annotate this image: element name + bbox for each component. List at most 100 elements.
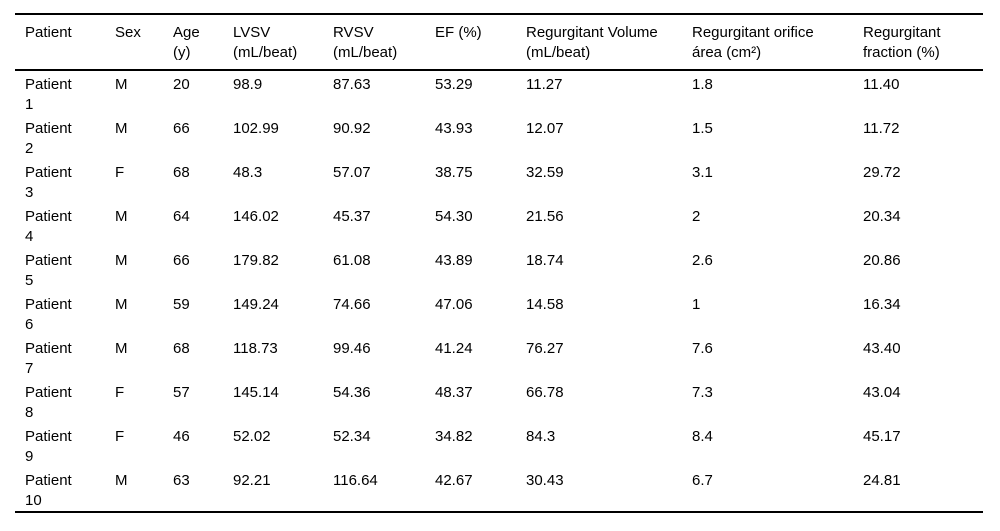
table-row: Patient 5 M 66 179.82 61.08 43.89 18.74 2.6 20.8… bbox=[15, 247, 983, 291]
cell-age: 66 bbox=[173, 252, 190, 269]
cell-rvsv: 116.64 bbox=[333, 472, 378, 489]
column-header-reg-volume: Regurgitant Volume (mL/beat) bbox=[516, 14, 682, 71]
cell-patient: Patient 5 bbox=[25, 252, 72, 289]
cell-sex: F bbox=[115, 428, 125, 445]
cell-ef: 42.67 bbox=[435, 472, 473, 489]
cell-patient: Patient 4 bbox=[25, 208, 72, 245]
table-body: Patient 1 M 20 98.9 87.63 53.29 11.27 1.8 11.40 P… bbox=[15, 70, 983, 512]
cell-patient: Patient 2 bbox=[25, 120, 72, 157]
cell-patient: Patient 9 bbox=[25, 428, 72, 465]
cell-reg_orifice_area: 2.6 bbox=[692, 252, 713, 269]
cell-lvsv: 98.9 bbox=[233, 76, 263, 93]
cell-reg_fraction: 20.86 bbox=[863, 252, 901, 269]
column-header-rvsv: RVSV (mL/beat) bbox=[323, 14, 425, 71]
cell-rvsv: 61.08 bbox=[333, 252, 371, 269]
cell-sex: F bbox=[115, 164, 125, 181]
cell-lvsv: 52.02 bbox=[233, 428, 271, 445]
cell-reg_fraction: 11.72 bbox=[863, 120, 900, 137]
cell-reg_volume: 12.07 bbox=[526, 120, 564, 137]
cell-age: 59 bbox=[173, 296, 190, 313]
column-header-reg-orifice-area: Regurgitant orifice área (cm²) bbox=[682, 14, 853, 71]
cell-sex: M bbox=[115, 76, 128, 93]
table-row: Patient 1 M 20 98.9 87.63 53.29 11.27 1.8 11.40 bbox=[15, 70, 983, 115]
cell-reg_volume: 66.78 bbox=[526, 384, 564, 401]
column-header-ef: EF (%) bbox=[425, 14, 516, 71]
cell-reg_fraction: 16.34 bbox=[863, 296, 901, 313]
cell-reg_volume: 32.59 bbox=[526, 164, 564, 181]
cell-age: 57 bbox=[173, 384, 190, 401]
cell-reg_fraction: 45.17 bbox=[863, 428, 901, 445]
cell-reg_orifice_area: 7.3 bbox=[692, 384, 713, 401]
cell-rvsv: 99.46 bbox=[333, 340, 371, 357]
cell-sex: M bbox=[115, 340, 128, 357]
table-row: Patient 9 F 46 52.02 52.34 34.82 84.3 8.4 45.17 bbox=[15, 423, 983, 467]
cell-ef: 38.75 bbox=[435, 164, 473, 181]
cell-patient: Patient 3 bbox=[25, 164, 72, 201]
cell-lvsv: 149.24 bbox=[233, 296, 279, 313]
column-header-lvsv: LVSV (mL/beat) bbox=[223, 14, 323, 71]
cell-age: 20 bbox=[173, 76, 190, 93]
cell-rvsv: 45.37 bbox=[333, 208, 371, 225]
cell-ef: 43.93 bbox=[435, 120, 473, 137]
cell-rvsv: 52.34 bbox=[333, 428, 371, 445]
cell-lvsv: 92.21 bbox=[233, 472, 271, 489]
cell-reg_fraction: 43.04 bbox=[863, 384, 901, 401]
cell-reg_volume: 21.56 bbox=[526, 208, 564, 225]
cell-patient: Patient 7 bbox=[25, 340, 72, 377]
cell-reg_volume: 11.27 bbox=[526, 76, 563, 93]
cell-sex: M bbox=[115, 296, 128, 313]
cell-age: 64 bbox=[173, 208, 190, 225]
cell-ef: 53.29 bbox=[435, 76, 473, 93]
patient-data-table: Patient Sex Age (y) LVSV (mL/beat) RVSV … bbox=[15, 13, 983, 513]
cell-ef: 41.24 bbox=[435, 340, 473, 357]
cell-reg_fraction: 24.81 bbox=[863, 472, 901, 489]
cell-sex: F bbox=[115, 384, 125, 401]
cell-lvsv: 179.82 bbox=[233, 252, 279, 269]
cell-sex: M bbox=[115, 252, 128, 269]
cell-patient: Patient 6 bbox=[25, 296, 72, 333]
cell-age: 66 bbox=[173, 120, 190, 137]
cell-reg_volume: 18.74 bbox=[526, 252, 564, 269]
cell-ef: 54.30 bbox=[435, 208, 473, 225]
cell-sex: M bbox=[115, 472, 128, 489]
cell-patient: Patient 10 bbox=[25, 472, 72, 509]
cell-rvsv: 87.63 bbox=[333, 76, 371, 93]
column-header-age: Age (y) bbox=[163, 14, 223, 71]
cell-reg_orifice_area: 1.8 bbox=[692, 76, 713, 93]
table-row: Patient 10 M 63 92.21 116.64 42.67 30.43 6.7 24.… bbox=[15, 467, 983, 512]
cell-ef: 48.37 bbox=[435, 384, 473, 401]
table-row: Patient 2 M 66 102.99 90.92 43.93 12.07 1.5 11.7… bbox=[15, 115, 983, 159]
table-row: Patient 7 M 68 118.73 99.46 41.24 76.27 7.6 43.4… bbox=[15, 335, 983, 379]
table-row: Patient 3 F 68 48.3 57.07 38.75 32.59 3.1 29.72 bbox=[15, 159, 983, 203]
column-header-sex: Sex bbox=[105, 14, 163, 71]
cell-rvsv: 74.66 bbox=[333, 296, 371, 313]
cell-reg_fraction: 20.34 bbox=[863, 208, 901, 225]
cell-patient: Patient 1 bbox=[25, 76, 72, 113]
cell-reg_orifice_area: 1 bbox=[692, 296, 701, 313]
column-header-patient: Patient bbox=[15, 14, 105, 71]
table-row: Patient 8 F 57 145.14 54.36 48.37 66.78 7.3 43.0… bbox=[15, 379, 983, 423]
cell-rvsv: 54.36 bbox=[333, 384, 371, 401]
cell-reg_volume: 14.58 bbox=[526, 296, 564, 313]
cell-lvsv: 48.3 bbox=[233, 164, 263, 181]
cell-lvsv: 118.73 bbox=[233, 340, 278, 357]
cell-reg_fraction: 43.40 bbox=[863, 340, 901, 357]
cell-age: 63 bbox=[173, 472, 190, 489]
cell-reg_orifice_area: 8.4 bbox=[692, 428, 713, 445]
cell-rvsv: 90.92 bbox=[333, 120, 371, 137]
cell-ef: 43.89 bbox=[435, 252, 473, 269]
cell-age: 68 bbox=[173, 340, 190, 357]
cell-reg_orifice_area: 3.1 bbox=[692, 164, 713, 181]
cell-reg_orifice_area: 6.7 bbox=[692, 472, 713, 489]
cell-reg_fraction: 29.72 bbox=[863, 164, 901, 181]
cell-ef: 34.82 bbox=[435, 428, 473, 445]
cell-ef: 47.06 bbox=[435, 296, 473, 313]
cell-patient: Patient 8 bbox=[25, 384, 72, 421]
cell-reg_fraction: 11.40 bbox=[863, 76, 900, 93]
table-row: Patient 6 M 59 149.24 74.66 47.06 14.58 1 16.34 bbox=[15, 291, 983, 335]
cell-reg_volume: 30.43 bbox=[526, 472, 564, 489]
column-header-reg-fraction: Regurgitant fraction (%) bbox=[853, 14, 983, 71]
cell-reg_orifice_area: 1.5 bbox=[692, 120, 713, 137]
table-row: Patient 4 M 64 146.02 45.37 54.30 21.56 2 20.34 bbox=[15, 203, 983, 247]
cell-sex: M bbox=[115, 208, 128, 225]
